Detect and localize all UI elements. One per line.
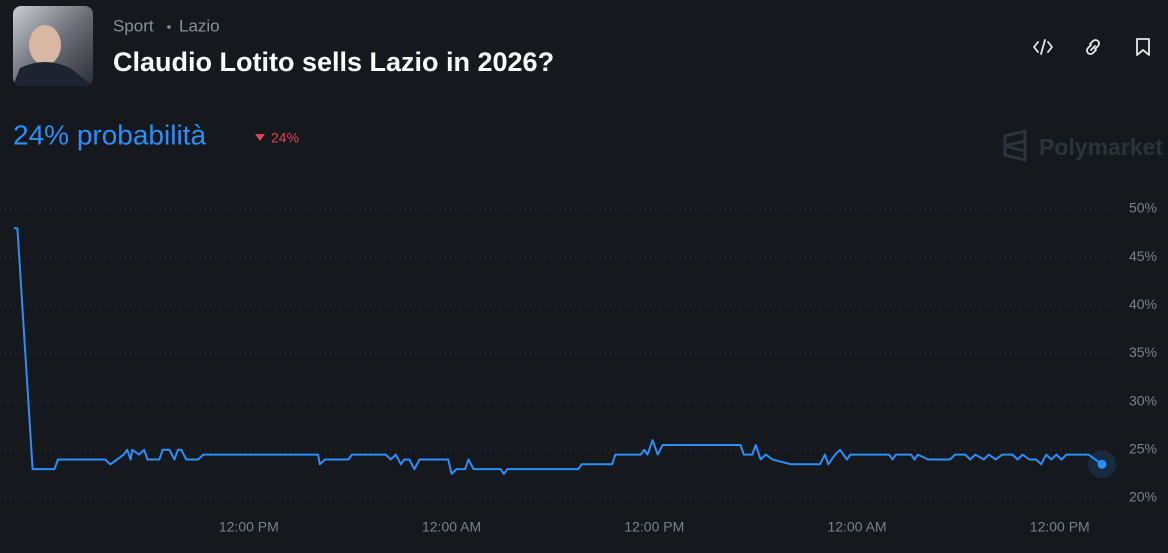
y-tick-label: 30% [1129,392,1157,408]
breadcrumb-separator [167,25,171,29]
y-tick-label: 50% [1129,200,1157,216]
breadcrumb-item[interactable]: Sport [113,16,154,35]
embed-button[interactable] [1033,39,1053,55]
end-point [1097,459,1107,469]
x-tick-label: 12:00 PM [1030,519,1090,535]
x-tick-label: 12:00 PM [219,519,279,535]
brand-name: Polymarket [1039,134,1163,160]
x-tick-label: 12:00 PM [624,519,684,535]
market-title: Claudio Lotito sells Lazio in 2026? [113,47,554,77]
y-tick-label: 20% [1129,489,1157,505]
thumbnail [13,6,93,86]
breadcrumb-item[interactable]: Lazio [179,16,220,35]
x-tick-label: 12:00 AM [827,519,886,535]
link-button[interactable] [1086,39,1100,55]
probability-change: 24% [271,130,299,146]
x-tick-label: 12:00 AM [422,519,481,535]
y-tick-label: 25% [1129,441,1157,457]
brand-logo [1003,129,1027,162]
probability: 24% probabilità [13,119,206,150]
y-tick-label: 40% [1129,296,1157,312]
plot: 20% 25% 30% 35% 40% 45% 50% 12:00 PM 12:00 AM 12:… [0,200,1157,535]
bookmark-button[interactable] [1136,38,1150,56]
y-tick-label: 45% [1129,248,1157,264]
price-line [14,227,1103,475]
y-tick-label: 35% [1129,344,1157,360]
change-arrow [255,134,265,141]
